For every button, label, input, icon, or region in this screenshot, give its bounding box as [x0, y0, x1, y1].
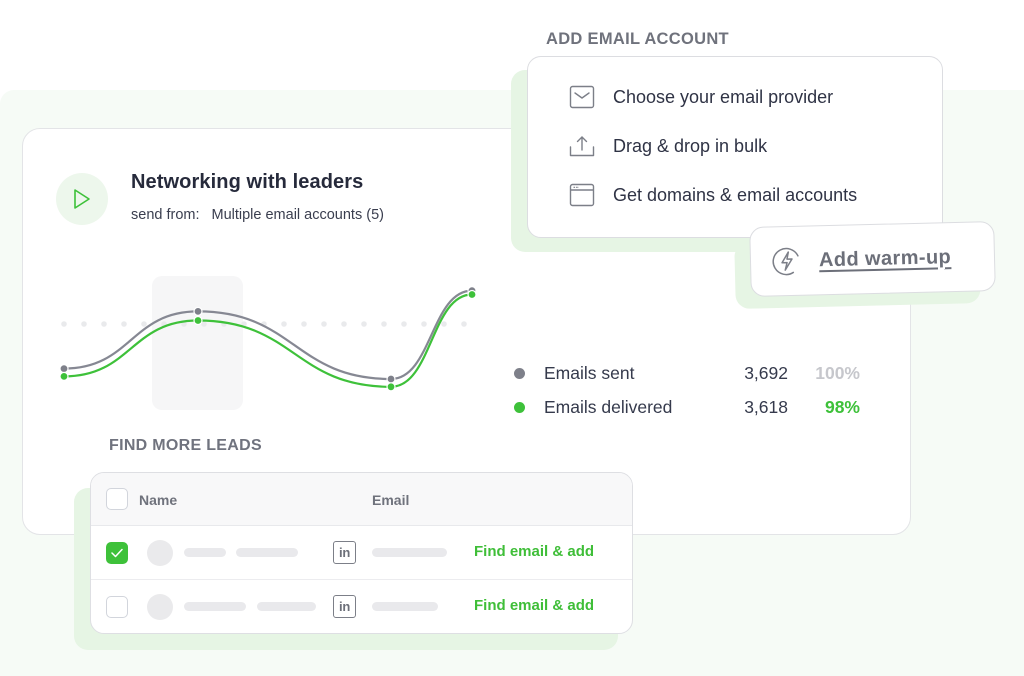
email-placeholder [372, 602, 438, 611]
last-name-placeholder [236, 548, 298, 557]
stat-label: Emails delivered [544, 396, 673, 417]
stat-label: Emails sent [544, 362, 635, 383]
stat-percent: 98% [824, 396, 860, 417]
option-label: Get domains & email accounts [613, 184, 858, 205]
send-from: send from: Multiple email accounts (5) [131, 207, 384, 223]
option-get-domains[interactable]: Get domains & email accounts [568, 180, 857, 210]
stat-row-sent: Emails sent 3,692 100% [510, 356, 860, 390]
option-choose-provider[interactable]: Choose your email provider [568, 82, 833, 112]
row-checkbox[interactable] [106, 542, 128, 564]
add-email-card: Choose your email provider Drag & drop i… [527, 56, 943, 238]
last-name-placeholder [257, 602, 316, 611]
delivered-series-points [59, 289, 477, 392]
table-row: in Find email & add [91, 580, 632, 633]
campaign-title: Networking with leaders [131, 171, 364, 193]
sent-dot-icon [514, 367, 525, 379]
column-header-email[interactable]: Email [372, 492, 410, 508]
linkedin-icon[interactable]: in [333, 541, 356, 564]
table-row: in Find email & add [91, 526, 632, 580]
play-icon [74, 189, 90, 209]
email-placeholder [372, 548, 447, 557]
lightning-icon [772, 247, 799, 276]
delivered-dot-icon [514, 401, 525, 413]
first-name-placeholder [184, 548, 226, 557]
select-all-checkbox[interactable] [106, 488, 128, 510]
envelope-icon [568, 83, 596, 111]
column-header-name[interactable]: Name [139, 492, 178, 508]
leads-table: Name Email in Find email & add in Find e… [90, 472, 633, 634]
avatar-placeholder [147, 540, 173, 566]
emails-line-chart [55, 270, 485, 420]
play-button[interactable] [56, 173, 108, 225]
linkedin-icon[interactable]: in [333, 595, 356, 618]
option-label: Drag & drop in bulk [613, 135, 768, 156]
stat-value: 3,692 [744, 362, 788, 383]
add-email-heading: ADD EMAIL ACCOUNT [546, 30, 729, 48]
leads-heading: FIND MORE LEADS [109, 437, 262, 454]
upload-icon [568, 132, 596, 160]
sent-series-points [59, 286, 477, 384]
avatar-placeholder [147, 594, 173, 620]
chart-grid-dots [61, 321, 467, 327]
chart-highlight-band [152, 276, 243, 410]
first-name-placeholder [184, 602, 246, 611]
send-from-value[interactable]: Multiple email accounts (5) [211, 207, 384, 223]
sent-series-line [63, 289, 473, 381]
checkmark-icon [111, 548, 123, 558]
send-from-label: send from: [131, 207, 200, 223]
find-email-add-link[interactable]: Find email & add [474, 597, 595, 614]
option-drag-drop[interactable]: Drag & drop in bulk [568, 131, 767, 161]
leads-table-header: Name Email [91, 473, 632, 526]
browser-window-icon [568, 181, 596, 209]
add-warmup-link[interactable]: Add warm-up [818, 245, 952, 271]
stats-legend: Emails sent 3,692 100% Emails delivered … [510, 356, 860, 424]
stat-value: 3,618 [744, 396, 788, 417]
row-checkbox[interactable] [106, 596, 128, 618]
delivered-series-line [63, 293, 473, 388]
find-email-add-link[interactable]: Find email & add [474, 543, 595, 560]
option-label: Choose your email provider [613, 86, 834, 107]
stat-percent: 100% [815, 362, 860, 383]
add-warmup-button[interactable]: Add warm-up [749, 221, 996, 297]
stat-row-delivered: Emails delivered 3,618 98% [510, 390, 860, 424]
